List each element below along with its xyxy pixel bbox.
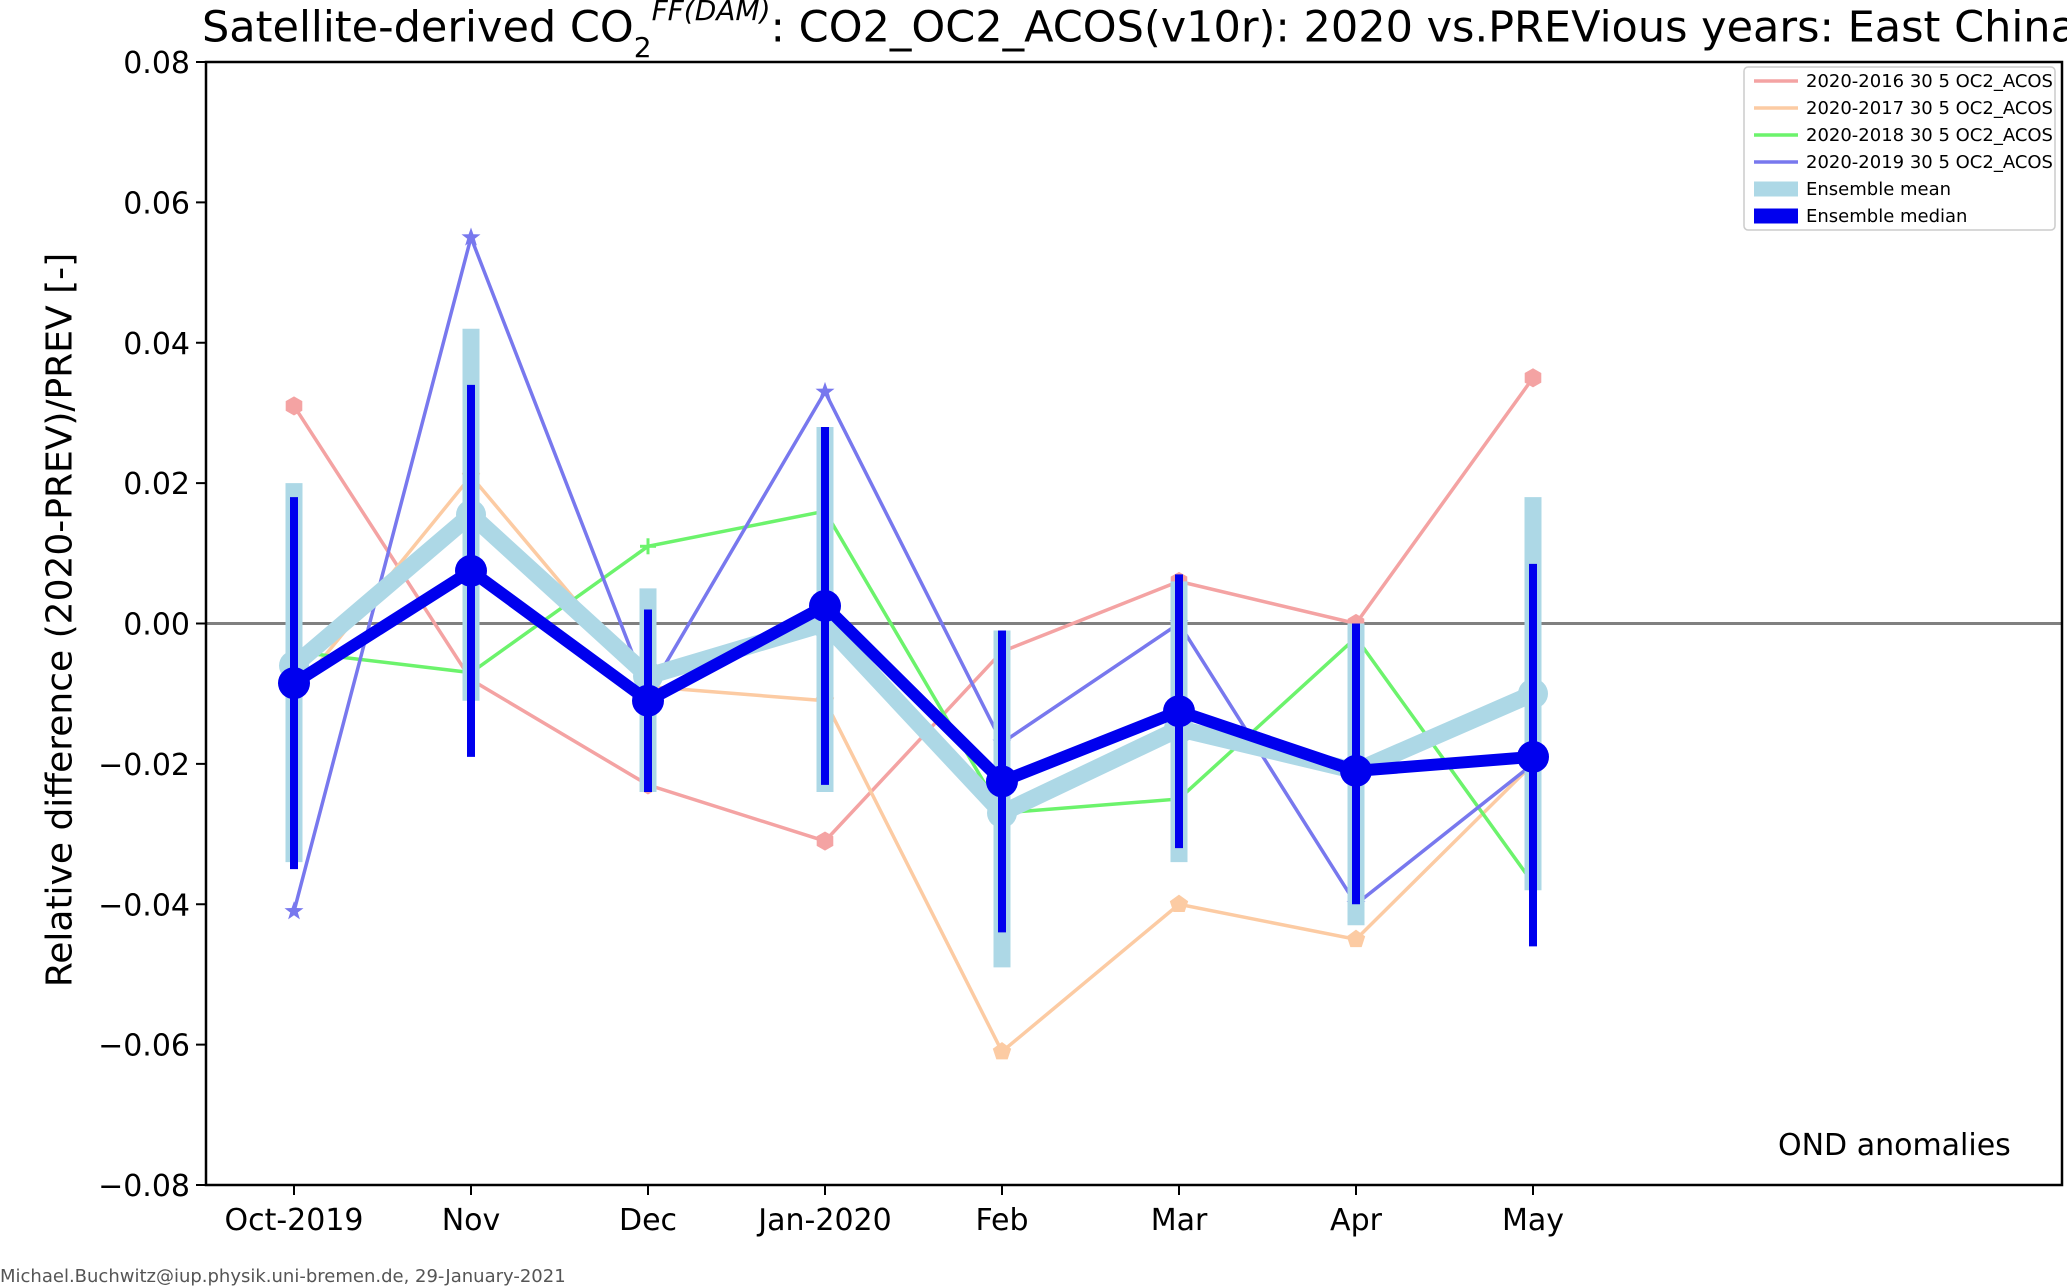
y-tick-label-5: 0.02 (123, 467, 190, 502)
y-tick-label-3: −0.02 (98, 748, 190, 783)
series-3-point-1 (461, 227, 481, 246)
y-tick-label-8: 0.08 (123, 46, 190, 81)
median-point-7 (1517, 740, 1549, 773)
median-point-6 (1340, 754, 1372, 787)
y-tick-label-0: −0.08 (98, 1169, 190, 1204)
series-0-point-3 (816, 831, 834, 851)
series-line-3 (292, 231, 1535, 912)
chart-title: Satellite-derived CO2FF(DAM): CO2_OC2_AC… (202, 0, 2067, 64)
series-1-point-6 (1346, 929, 1366, 948)
series-1-point-4 (992, 1041, 1012, 1060)
x-tick-label-3: Jan-2020 (756, 1203, 891, 1238)
legend-label-2: 2020-2018 30 5 OC2_ACOS (1806, 125, 2053, 146)
series-0-point-0 (285, 396, 303, 416)
legend-label-1: 2020-2017 30 5 OC2_ACOS (1806, 98, 2053, 119)
x-tick-label-2: Dec (619, 1203, 677, 1238)
legend-label-3: 2020-2019 30 5 OC2_ACOS (1806, 152, 2053, 173)
x-tick-label-6: Apr (1330, 1203, 1383, 1238)
y-tick-label-2: −0.04 (98, 888, 190, 923)
legend-label-0: 2020-2016 30 5 OC2_ACOS (1806, 71, 2053, 92)
legend-box (1743, 66, 2056, 231)
x-tick-label-5: Mar (1151, 1203, 1208, 1238)
y-tick-label-1: −0.06 (98, 1029, 190, 1064)
median-point-2 (632, 684, 664, 717)
legend-label-4: Ensemble mean (1806, 179, 1951, 200)
series-0-point-7 (1524, 368, 1542, 388)
y-tick-label-6: 0.04 (123, 327, 190, 362)
y-tick-label-4: 0.00 (123, 608, 190, 643)
y-tick-label-7: 0.06 (123, 186, 190, 221)
x-tick-label-4: Feb (975, 1203, 1028, 1238)
series-line-0 (292, 376, 1535, 844)
legend-label-5: Ensemble median (1806, 206, 1967, 227)
annotation: OND anomalies (1778, 1128, 2011, 1163)
footer-credit: Michael.Buchwitz@iup.physik.uni-bremen.d… (0, 1266, 566, 1287)
median-point-4 (986, 765, 1018, 798)
series-3-point-3 (815, 381, 835, 400)
x-tick-label-7: May (1502, 1203, 1564, 1238)
series-line-2 (293, 509, 1535, 885)
series-2-point-2 (640, 538, 656, 555)
median-line (290, 564, 1534, 788)
x-tick-label-0: Oct-2019 (224, 1203, 363, 1238)
median-point-5 (1163, 695, 1195, 728)
x-tick-label-1: Nov (442, 1203, 501, 1238)
series-3-point-0 (284, 901, 304, 920)
median-point-3 (809, 589, 841, 622)
series-line-1 (292, 473, 1535, 1055)
median-point-0 (278, 667, 310, 700)
y-axis-label: Relative difference (2020-PREV)/PREV [-] (39, 252, 81, 988)
series-1-point-5 (1169, 894, 1189, 912)
median-point-1 (455, 554, 487, 587)
